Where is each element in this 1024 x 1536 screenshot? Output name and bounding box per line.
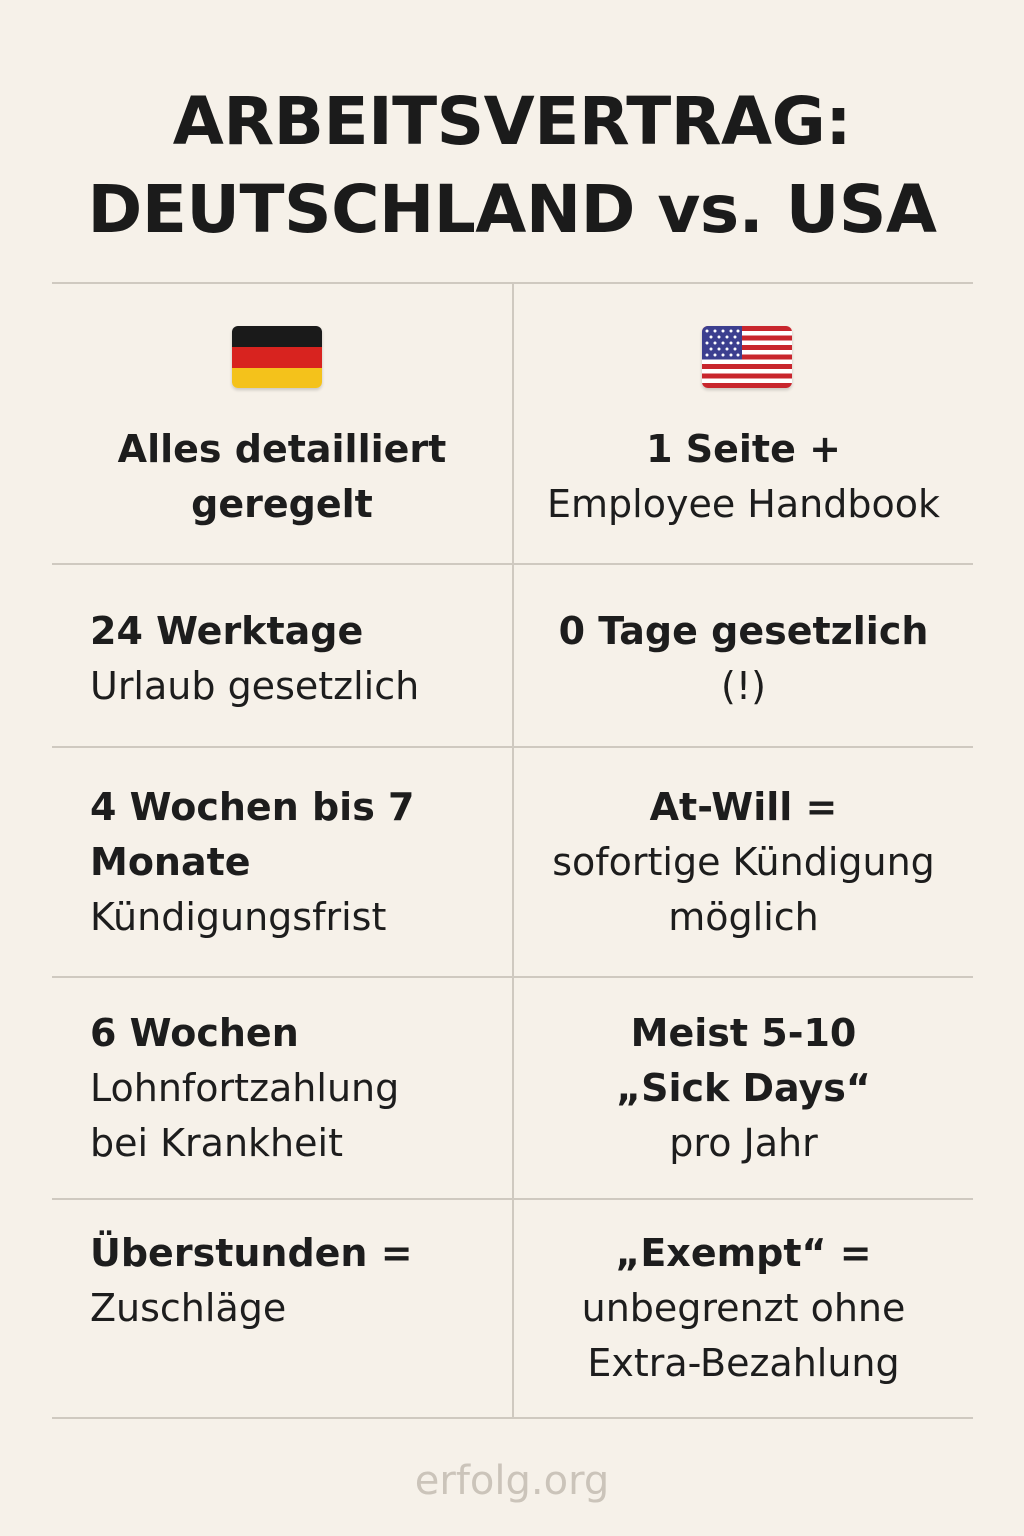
cell-bold-text: 6 Wochen	[90, 1011, 299, 1055]
usa-cell-sick-pay: Meist 5-10 „Sick Days“ pro Jahr	[514, 1006, 973, 1171]
title-line-2: DEUTSCHLAND vs. USA	[87, 171, 937, 248]
germany-cell-sick-pay: 6 Wochen Lohnfortzahlung bei Krankheit	[90, 1006, 490, 1171]
cell-bold-text: 0 Tage gesetzlich	[558, 609, 929, 653]
cell-bold-text: geregelt	[191, 482, 373, 526]
cell-text: Employee Handbook	[547, 482, 940, 526]
cell-bold-text: Alles detailliert	[117, 427, 447, 471]
cell-bold-text: 1 Seite +	[646, 427, 841, 471]
comparison-table: Alles detailliert geregelt 1 Seite + Emp…	[52, 282, 973, 1419]
cell-text: Urlaub gesetzlich	[90, 664, 420, 708]
cell-bold-text: 24 Werktage	[90, 609, 364, 653]
cell-text: Kündigungsfrist	[90, 895, 387, 939]
cell-text: pro Jahr	[669, 1121, 818, 1165]
flag-germany-icon	[232, 326, 322, 388]
cell-text: unbegrenzt ohne	[581, 1286, 906, 1330]
cell-text: sofortige Kündigung	[552, 840, 935, 884]
footer-watermark: erfolg.org	[414, 1458, 610, 1504]
usa-cell-contract: 1 Seite + Employee Handbook	[514, 422, 973, 532]
cell-text: Extra-Bezahlung	[587, 1341, 900, 1385]
cell-text: Lohnfortzahlung	[90, 1066, 400, 1110]
cell-bold-text: 4 Wochen bis 7	[90, 785, 415, 829]
cell-bold-text: „Sick Days“	[616, 1066, 871, 1110]
cell-bold-text: Meist 5-10	[630, 1011, 857, 1055]
column-divider	[512, 282, 514, 1419]
cell-bold-text: Überstunden =	[90, 1231, 413, 1275]
cell-text: (!)	[721, 664, 766, 708]
cell-text: Zuschläge	[90, 1286, 287, 1330]
usa-cell-overtime: „Exempt“ = unbegrenzt ohne Extra-Bezahlu…	[514, 1226, 973, 1391]
cell-text: möglich	[668, 895, 819, 939]
cell-bold-text: At-Will =	[649, 785, 838, 829]
flag-usa-icon	[702, 326, 792, 388]
cell-bold-text: Monate	[90, 840, 251, 884]
cell-text: bei Krankheit	[90, 1121, 343, 1165]
page-title: ARBEITSVERTRAG: DEUTSCHLAND vs. USA	[0, 78, 1024, 254]
usa-cell-vacation: 0 Tage gesetzlich (!)	[514, 604, 973, 714]
cell-bold-text: „Exempt“ =	[615, 1231, 872, 1275]
germany-cell-notice-period: 4 Wochen bis 7 Monate Kündigungsfrist	[90, 780, 490, 945]
germany-cell-overtime: Überstunden = Zuschläge	[90, 1226, 490, 1336]
title-line-1: ARBEITSVERTRAG:	[172, 83, 852, 160]
usa-cell-notice-period: At-Will = sofortige Kündigung möglich	[514, 780, 973, 945]
germany-cell-vacation: 24 Werktage Urlaub gesetzlich	[90, 604, 490, 714]
germany-cell-contract: Alles detailliert geregelt	[52, 422, 512, 532]
